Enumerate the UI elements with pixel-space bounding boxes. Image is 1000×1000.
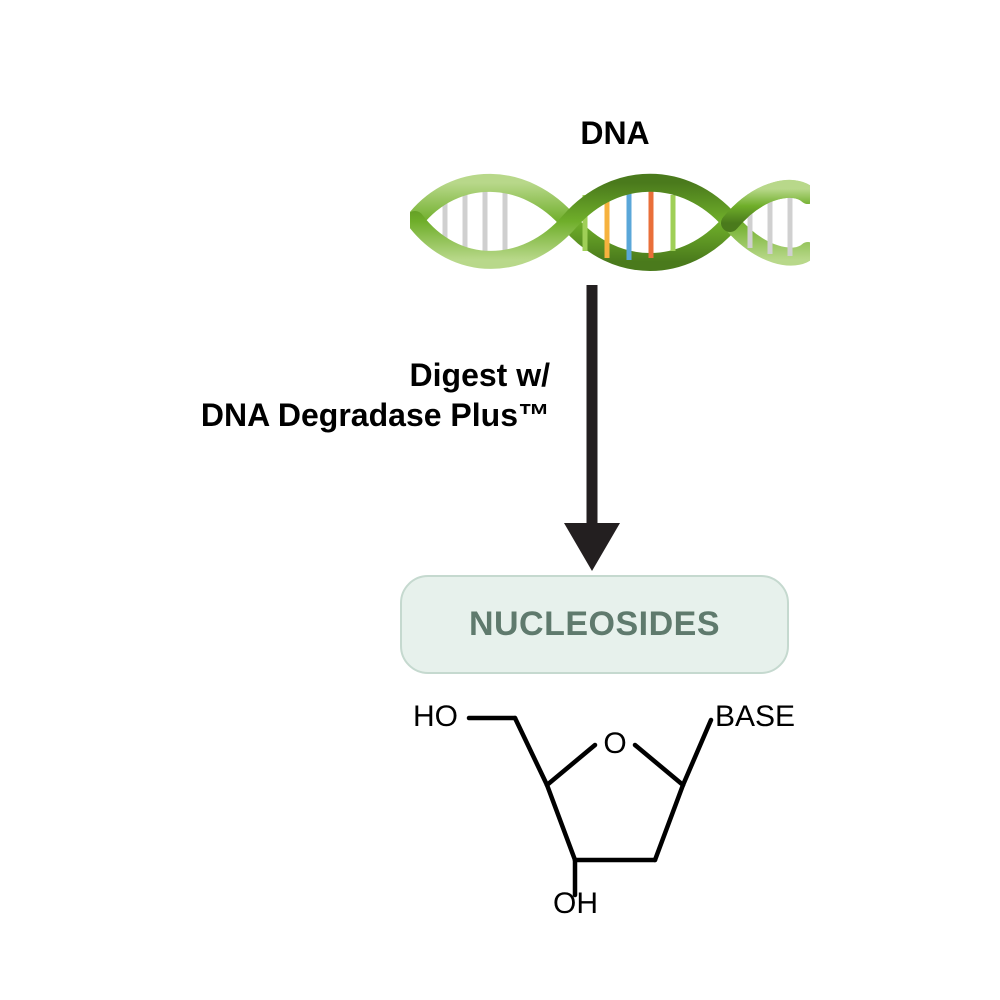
ring-o-label: O (603, 727, 626, 760)
base-label: BASE (715, 700, 795, 734)
dna-helix-graphic (410, 165, 810, 280)
nucleosides-pill-text: NUCLEOSIDES (469, 605, 720, 644)
dna-title: DNA (545, 115, 685, 152)
process-label-line1: Digest w/ (125, 355, 550, 395)
nucleoside-structure: O HO BASE OH (395, 690, 815, 915)
ho-label: HO (413, 700, 458, 734)
process-label: Digest w/ DNA Degradase Plus™ (125, 355, 550, 435)
oh-label: OH (553, 887, 598, 921)
process-arrow (560, 285, 624, 575)
process-label-line2: DNA Degradase Plus™ (125, 395, 550, 435)
diagram-canvas: DNA (0, 0, 1000, 1000)
nucleosides-pill: NUCLEOSIDES (400, 575, 789, 674)
